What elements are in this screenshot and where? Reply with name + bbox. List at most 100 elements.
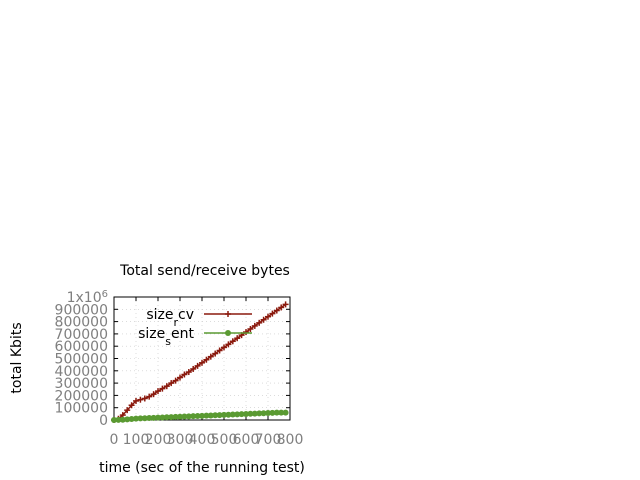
series-point-2 <box>155 414 161 421</box>
series-point-2 <box>168 414 175 421</box>
series-point-1 <box>221 344 227 351</box>
series-point-2 <box>128 416 135 423</box>
series-point-2 <box>238 411 245 418</box>
series-point-2 <box>194 413 201 420</box>
x-tick-label: 600 <box>233 432 260 448</box>
series-point-2 <box>260 410 267 417</box>
x-tick-label: 700 <box>255 432 282 448</box>
series-point-2 <box>181 413 188 420</box>
series-point-1 <box>207 353 214 360</box>
series-point-2 <box>119 416 126 423</box>
series-point-1 <box>124 407 131 414</box>
series-point-1 <box>159 385 166 392</box>
x-axis-label: time (sec of the running test) <box>99 460 305 476</box>
x-tick-label: 400 <box>189 432 216 448</box>
series-point-1 <box>282 301 289 308</box>
series-point-1 <box>203 356 210 363</box>
y-tick-label: 500000 <box>55 352 108 368</box>
y-tick-label: 700000 <box>55 327 108 343</box>
series-point-2 <box>199 412 205 419</box>
series-point-2 <box>278 409 285 416</box>
x-tick-label: 300 <box>167 432 194 448</box>
series-point-2 <box>256 410 263 417</box>
y-tick-label: 0 <box>99 413 108 429</box>
series-point-2 <box>190 413 197 420</box>
series-point-1 <box>190 365 197 372</box>
series-point-1 <box>168 380 175 387</box>
series-point-1 <box>185 369 192 376</box>
series-point-1 <box>141 395 148 402</box>
series-point-2 <box>221 411 227 418</box>
series-point-2 <box>141 415 148 422</box>
y-tick-label: 100000 <box>55 401 108 417</box>
series-point-2 <box>150 414 157 421</box>
series-point-1 <box>273 307 280 314</box>
series-point-1 <box>128 402 135 409</box>
series-point-2 <box>159 414 166 421</box>
series-point-1 <box>212 350 219 357</box>
series-point-2 <box>111 417 117 423</box>
series-layer <box>111 301 289 423</box>
series-point-2 <box>273 409 280 416</box>
series-point-1 <box>199 359 205 366</box>
y-tick-label: 800000 <box>55 315 108 331</box>
x-tick-label: 200 <box>145 432 172 448</box>
series-point-1 <box>225 341 232 348</box>
y-tick-label: 300000 <box>55 376 108 392</box>
series-point-2 <box>247 410 254 417</box>
series-point-2 <box>207 412 214 419</box>
series-point-1 <box>229 338 236 345</box>
series-point-1 <box>269 310 276 317</box>
series-point-2 <box>243 410 249 417</box>
series-point-1 <box>177 374 183 381</box>
series-point-1 <box>146 393 153 400</box>
y-ticks: 0100000200000300000400000500000600000700… <box>55 289 290 429</box>
series-point-1 <box>243 329 249 336</box>
x-tick-label: 800 <box>277 432 304 448</box>
series-point-2 <box>146 415 153 422</box>
series-point-2 <box>282 409 289 416</box>
series-point-1 <box>172 377 179 384</box>
series-point-1 <box>260 316 267 323</box>
series-point-1 <box>278 304 285 311</box>
series-point-2 <box>137 415 144 422</box>
series-point-2 <box>124 416 131 423</box>
series-point-1 <box>133 397 139 404</box>
x-tick-label: 0 <box>110 432 119 448</box>
series-point-1 <box>163 383 170 390</box>
series-point-1 <box>251 322 258 329</box>
series-point-2 <box>163 414 170 421</box>
y-tick-label: 400000 <box>55 364 108 380</box>
series-point-2 <box>251 410 258 417</box>
y-tick-label: 1x106 <box>67 289 108 307</box>
y-tick-label: 200000 <box>55 388 108 404</box>
series-point-1 <box>137 396 144 403</box>
series-point-2 <box>177 413 183 420</box>
series-point-1 <box>155 388 161 395</box>
legend-label-2: sizesent <box>138 326 194 348</box>
series-point-2 <box>185 413 192 420</box>
series-point-2 <box>133 415 139 422</box>
series-point-2 <box>203 412 210 419</box>
series-point-1 <box>181 371 188 378</box>
y-axis-label: total Kbits <box>9 322 25 393</box>
series-point-2 <box>216 412 223 419</box>
series-point-2 <box>115 416 122 423</box>
chart-title: Total send/receive bytes <box>119 263 290 279</box>
series-point-1 <box>247 325 254 332</box>
legend-marker-1 <box>225 311 231 317</box>
y-tick-label: 600000 <box>55 339 108 355</box>
series-point-2 <box>269 409 276 416</box>
series-point-2 <box>229 411 236 418</box>
series-point-1 <box>216 347 223 354</box>
series-point-2 <box>265 410 271 417</box>
series-point-2 <box>234 411 241 418</box>
series-point-1 <box>256 319 263 326</box>
series-point-1 <box>234 335 241 342</box>
x-tick-label: 500 <box>211 432 238 448</box>
legend-marker-2 <box>225 330 231 336</box>
series-point-1 <box>194 362 201 369</box>
series-point-2 <box>212 412 219 419</box>
